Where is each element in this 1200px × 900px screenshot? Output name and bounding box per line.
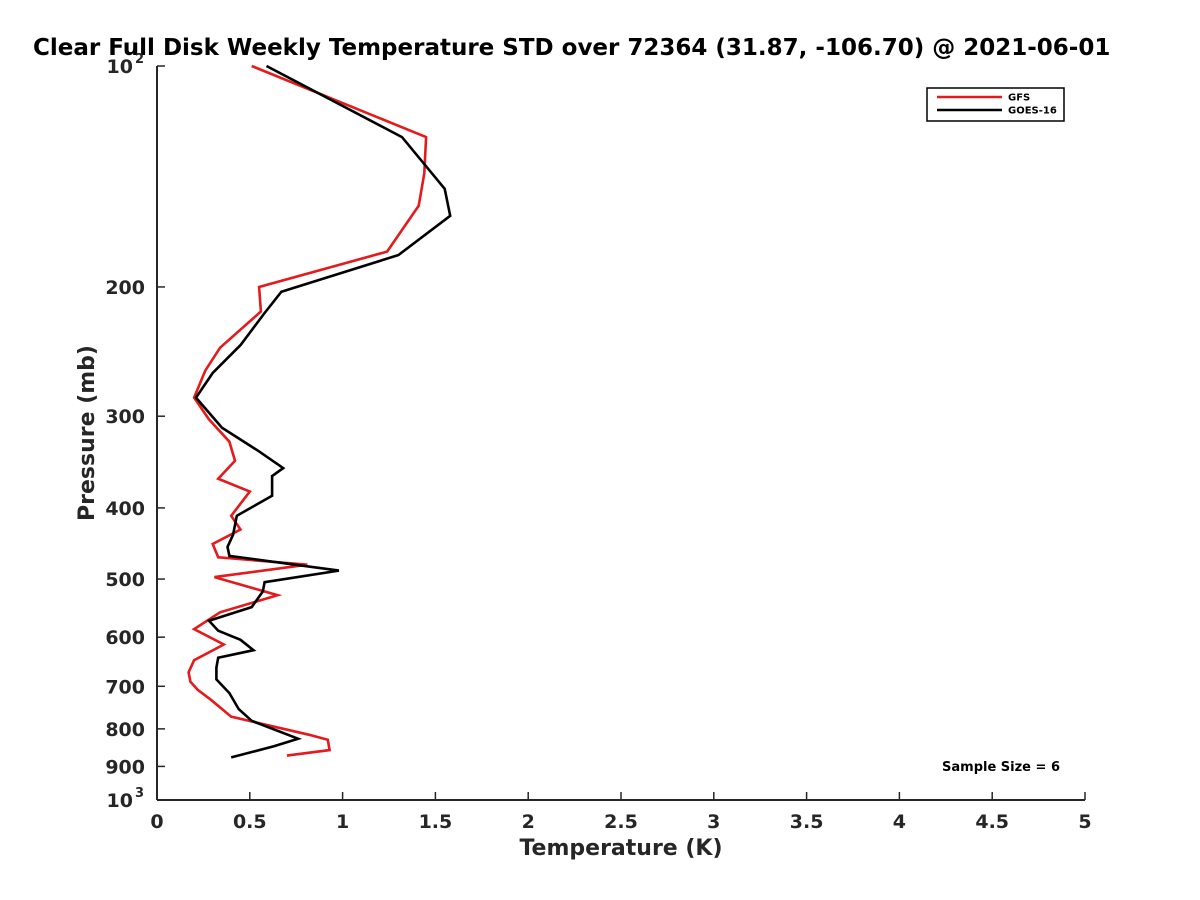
y-tick-label: 400 bbox=[105, 498, 145, 520]
chart-title: Clear Full Disk Weekly Temperature STD o… bbox=[33, 35, 1110, 61]
legend: GFS GOES-16 bbox=[926, 87, 1065, 122]
series-layer bbox=[187, 64, 452, 759]
x-tick-label: 4.5 bbox=[975, 811, 1009, 833]
y-tick-label: 10 bbox=[107, 56, 133, 78]
x-axis-label: Temperature (K) bbox=[519, 836, 722, 861]
x-tick-label: 0.5 bbox=[233, 811, 267, 833]
y-tick-label: 700 bbox=[105, 676, 145, 698]
legend-label-goes-16: GOES-16 bbox=[1008, 106, 1057, 117]
y-tick-label: 600 bbox=[105, 627, 145, 649]
y-tick-label: 500 bbox=[105, 569, 145, 591]
x-tick-label: 0 bbox=[150, 811, 163, 833]
axes-frame bbox=[156, 66, 1085, 801]
series-line-gfs bbox=[187, 64, 428, 757]
x-tick-label: 2 bbox=[522, 811, 535, 833]
x-tick-label: 1 bbox=[336, 811, 349, 833]
legend-box bbox=[926, 87, 1065, 122]
x-tick-label: 3.5 bbox=[790, 811, 824, 833]
x-tick-label: 5 bbox=[1078, 811, 1091, 833]
x-tick-label: 2.5 bbox=[604, 811, 638, 833]
x-ticks: 0 0.5 1 1.5 2 2.5 3 3.5 4 4.5 5 bbox=[150, 792, 1092, 833]
y-tick-exponent: 3 bbox=[135, 786, 144, 801]
x-tick-label: 4 bbox=[893, 811, 906, 833]
y-tick-label: 200 bbox=[105, 277, 145, 299]
y-tick-label: 300 bbox=[105, 406, 145, 428]
x-tick-label: 3 bbox=[707, 811, 720, 833]
sample-size-annotation: Sample Size = 6 bbox=[942, 760, 1060, 775]
y-axis-label: Pressure (mb) bbox=[75, 345, 100, 521]
series-line-goes-16 bbox=[194, 64, 452, 759]
x-tick-label: 1.5 bbox=[419, 811, 453, 833]
y-tick-label: 900 bbox=[105, 756, 145, 778]
y-tick-exponent: 2 bbox=[135, 52, 144, 67]
y-tick-label: 10 bbox=[107, 790, 133, 812]
legend-label-gfs: GFS bbox=[1008, 93, 1030, 104]
y-tick-label: 800 bbox=[105, 719, 145, 741]
